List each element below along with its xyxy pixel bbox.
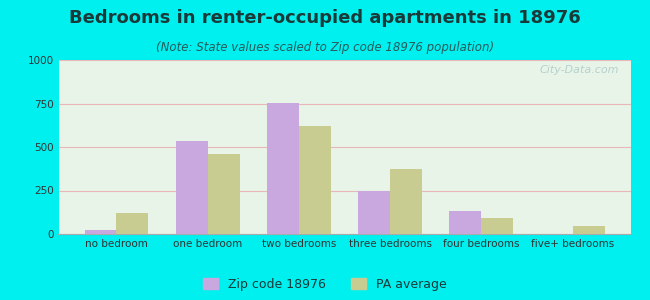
Bar [267, 103, 299, 234]
Bar [116, 213, 148, 234]
Bar [176, 141, 207, 234]
Text: Bedrooms in renter-occupied apartments in 18976: Bedrooms in renter-occupied apartments i… [69, 9, 581, 27]
Text: (Note: State values scaled to Zip code 18976 population): (Note: State values scaled to Zip code 1… [156, 40, 494, 53]
Bar [358, 191, 390, 234]
Legend: Zip code 18976, PA average: Zip code 18976, PA average [203, 278, 447, 291]
Bar [299, 126, 331, 234]
Bar [390, 169, 422, 234]
Bar [573, 226, 604, 234]
Bar [449, 211, 482, 234]
Text: City-Data.com: City-Data.com [540, 65, 619, 75]
Bar [84, 230, 116, 234]
Bar [482, 218, 514, 234]
Bar [207, 154, 240, 234]
